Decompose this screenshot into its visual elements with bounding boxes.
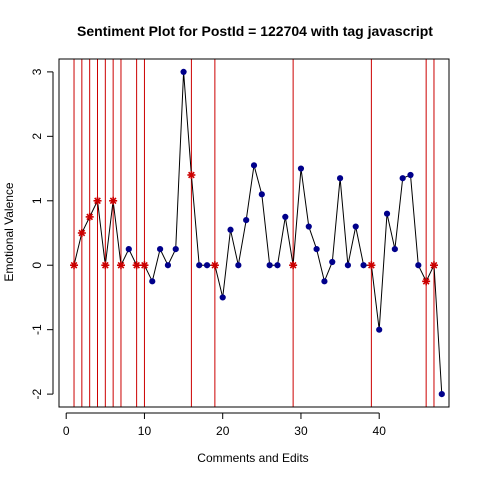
data-point [125, 246, 132, 253]
data-point [336, 175, 344, 182]
x-tick-label: 30 [294, 424, 308, 438]
edit-point-marker [140, 261, 149, 270]
edit-point-stroke [109, 197, 117, 205]
data-point [149, 278, 156, 285]
y-tick-label: -2 [30, 388, 44, 399]
edit-point-marker [210, 261, 219, 270]
data-point [282, 213, 289, 220]
x-tick-label: 40 [373, 424, 387, 438]
edit-point-marker [101, 261, 110, 270]
edit-point-stroke [133, 261, 140, 269]
edit-point-stroke [78, 229, 86, 237]
y-tick-label: 3 [30, 68, 44, 75]
edit-point-marker [77, 229, 86, 237]
edit-point-stroke [141, 261, 148, 269]
edit-point-marker [109, 196, 118, 205]
data-point [329, 258, 336, 266]
edit-point-stroke [94, 197, 101, 205]
edit-point-stroke [430, 261, 438, 269]
data-point [156, 246, 164, 253]
data-point [172, 246, 179, 253]
data-point [164, 262, 172, 269]
data-point [243, 217, 250, 224]
x-tick-label: 0 [63, 424, 70, 438]
edit-point-stroke [211, 261, 219, 269]
edit-point-marker [93, 196, 102, 205]
edit-point-marker [289, 261, 298, 270]
data-point [438, 391, 445, 398]
data-point [219, 294, 226, 301]
chart-title: Sentiment Plot for PostId = 122704 with … [77, 23, 433, 39]
data-point [344, 262, 352, 269]
data-point [235, 262, 242, 269]
edit-point-marker [429, 261, 438, 270]
data-point [196, 262, 203, 269]
edit-point-stroke [289, 261, 297, 269]
data-point [376, 326, 383, 333]
edit-point-marker [70, 261, 79, 270]
plot-layer: 0 10 20 30 40 -2 -1 0 1 2 3 [30, 58, 450, 438]
data-point [360, 262, 367, 269]
data-point [352, 223, 359, 230]
edit-point-stroke [101, 261, 109, 269]
data-point [250, 162, 258, 169]
edit-point-marker [422, 277, 431, 286]
data-point [383, 210, 391, 217]
data-point [399, 175, 406, 182]
y-tick-label: 1 [30, 197, 44, 204]
data-point [321, 278, 328, 285]
edit-point-marker [116, 261, 125, 270]
edit-point-stroke [368, 261, 375, 269]
data-point [297, 165, 305, 172]
edit-point-stroke [70, 261, 78, 269]
data-point [203, 262, 211, 269]
data-point [274, 262, 281, 269]
data-point [266, 262, 273, 269]
edit-point-marker [367, 261, 376, 270]
edit-point-stroke [86, 213, 94, 221]
x-tick-label: 20 [216, 424, 230, 438]
data-point [407, 171, 414, 179]
data-point [180, 68, 187, 75]
edit-point-marker [85, 212, 94, 221]
x-axis-label: Comments and Edits [197, 451, 308, 465]
x-tick-label: 10 [138, 424, 152, 438]
y-axis-label: Emotional Valence [2, 182, 16, 281]
series-line [73, 71, 443, 395]
edit-point-stroke [188, 171, 195, 179]
plot-frame [58, 58, 450, 408]
data-point [391, 246, 398, 253]
data-point [305, 223, 312, 230]
y-tick-label: -1 [30, 324, 44, 335]
y-tick-label: 2 [30, 133, 44, 140]
edit-point-marker [187, 171, 196, 179]
data-point [227, 226, 234, 233]
edit-point-stroke [422, 277, 430, 285]
y-tick-label: 0 [30, 262, 44, 269]
data-point [313, 246, 320, 253]
data-point [258, 191, 265, 198]
edit-point-marker [132, 261, 141, 270]
data-point [415, 262, 422, 269]
edit-point-stroke [117, 261, 125, 269]
